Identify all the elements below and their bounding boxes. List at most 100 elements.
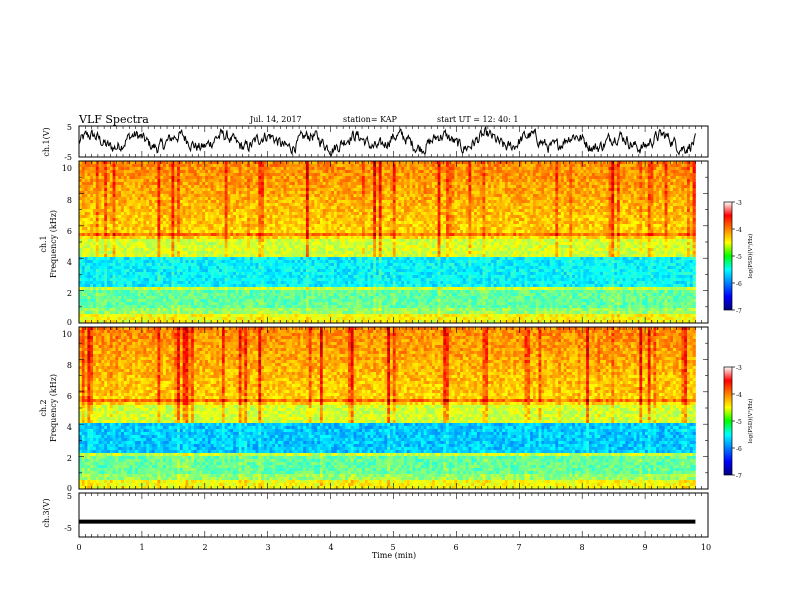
spectrogram-cell [538, 221, 542, 225]
spectrogram-cell [644, 221, 649, 225]
spectrogram-cell [499, 194, 503, 198]
spectrogram-cell [255, 164, 259, 168]
spectrogram-cell [149, 194, 153, 198]
spectrogram-cell [630, 185, 635, 189]
spectrogram-cell [460, 185, 464, 189]
spectrogram-cell [485, 173, 489, 177]
spectrogram-cell [123, 170, 128, 174]
spectrogram-cell [443, 212, 447, 216]
spectrogram-cell [339, 167, 343, 171]
spectrogram-cell [333, 203, 338, 207]
spectrogram-cell [566, 176, 570, 180]
spectrogram-cell [628, 182, 632, 186]
spectrogram-cell [401, 218, 405, 222]
spectrogram-cell [213, 185, 217, 189]
spectrogram-cell [84, 191, 88, 195]
spectrogram-cell [261, 185, 265, 189]
spectrogram-cell [353, 191, 357, 195]
spectrogram-cell [457, 197, 461, 201]
spectrogram-cell [420, 179, 425, 183]
spectrogram-cell [544, 209, 548, 213]
spectrogram-cell [163, 173, 167, 177]
spectrogram-cell [574, 203, 579, 207]
spectrogram-cell [359, 203, 363, 207]
spectrogram-cell [628, 167, 632, 171]
spectrogram-cell [471, 206, 475, 210]
spectrogram-cell [521, 176, 525, 180]
spectrogram-cell [628, 203, 632, 207]
spectrogram-cell [465, 170, 469, 174]
spectrogram-cell [115, 224, 119, 228]
spectrogram-cell [625, 200, 629, 204]
spectrogram-cell [294, 221, 298, 225]
spectrogram-cell [544, 188, 548, 192]
spectrogram-cell [241, 200, 245, 204]
spectrogram-cell [619, 188, 623, 192]
spectrogram-cell [213, 188, 217, 192]
spectrogram-cell [625, 221, 629, 225]
spectrogram-cell [174, 170, 178, 174]
spectrogram-cell [572, 221, 576, 225]
spectrogram-cell [275, 176, 279, 180]
spectrogram-cell [560, 206, 565, 210]
spectrogram-cell [311, 164, 315, 168]
spectrogram-cell [300, 161, 304, 165]
spectrogram-cell [261, 221, 265, 225]
spectrogram-cell [546, 212, 551, 216]
spectrogram-cell [137, 185, 142, 189]
spectrogram-cell [317, 176, 321, 180]
spectrogram-cell [689, 221, 694, 225]
spectrogram-cell [591, 206, 595, 210]
spectrogram-cell [513, 173, 517, 177]
spectrogram-cell [90, 176, 94, 180]
spectrogram-cell [359, 161, 363, 165]
spectrogram-cell [244, 167, 248, 171]
spectrogram-cell [650, 191, 654, 195]
spectrogram-cell [84, 215, 88, 219]
spectrogram-cell [600, 161, 604, 165]
spectrogram-cell [205, 164, 209, 168]
spectrogram-cell [659, 197, 663, 201]
spectrogram-cell [521, 215, 525, 219]
spectrogram-cell [101, 203, 105, 207]
spectrogram-cell [650, 221, 654, 225]
spectrogram-cell [426, 182, 430, 186]
spectrogram-cell [252, 224, 256, 228]
spectrogram-cell [479, 218, 483, 222]
spectrogram-cell [79, 188, 83, 192]
spectrogram-cell [499, 209, 503, 213]
spectrogram-cell [387, 212, 391, 216]
spectrogram-cell [443, 224, 447, 228]
spectrogram-cell [689, 179, 694, 183]
spectrogram-cell [319, 206, 324, 210]
spectrogram-cell [107, 179, 111, 183]
spectrogram-cell [656, 218, 660, 222]
spectrogram-cell [418, 182, 422, 186]
spectrogram-cell [507, 176, 511, 180]
spectrogram-cell [597, 194, 601, 198]
spectrogram-cell [454, 206, 458, 210]
spectrogram-cell [426, 221, 430, 225]
spectrogram-cell [361, 170, 366, 174]
spectrogram-cell [504, 206, 509, 210]
spectrogram-cell [129, 164, 133, 168]
spectrogram-cell [516, 200, 520, 204]
spectrogram-cell [305, 185, 310, 189]
spectrogram-cell [367, 188, 371, 192]
spectrogram-cell [630, 200, 635, 204]
spectrogram-cell [132, 176, 136, 180]
spectrogram-cell [412, 197, 416, 201]
spectrogram-cell [429, 197, 433, 201]
spectrogram-cell [370, 176, 374, 180]
spectrogram-cell [163, 218, 167, 222]
spectrogram-cell [219, 176, 223, 180]
spectrogram-cell [418, 188, 422, 192]
spectrogram-cell [177, 164, 181, 168]
spectrogram-cell [563, 206, 567, 210]
spectrogram-cell [280, 200, 284, 204]
spectrogram-cell [558, 212, 562, 216]
spectrogram-cell [558, 221, 562, 225]
spectrogram-cell [684, 200, 688, 204]
spectrogram-cell [628, 194, 632, 198]
spectrogram-cell [642, 167, 646, 171]
